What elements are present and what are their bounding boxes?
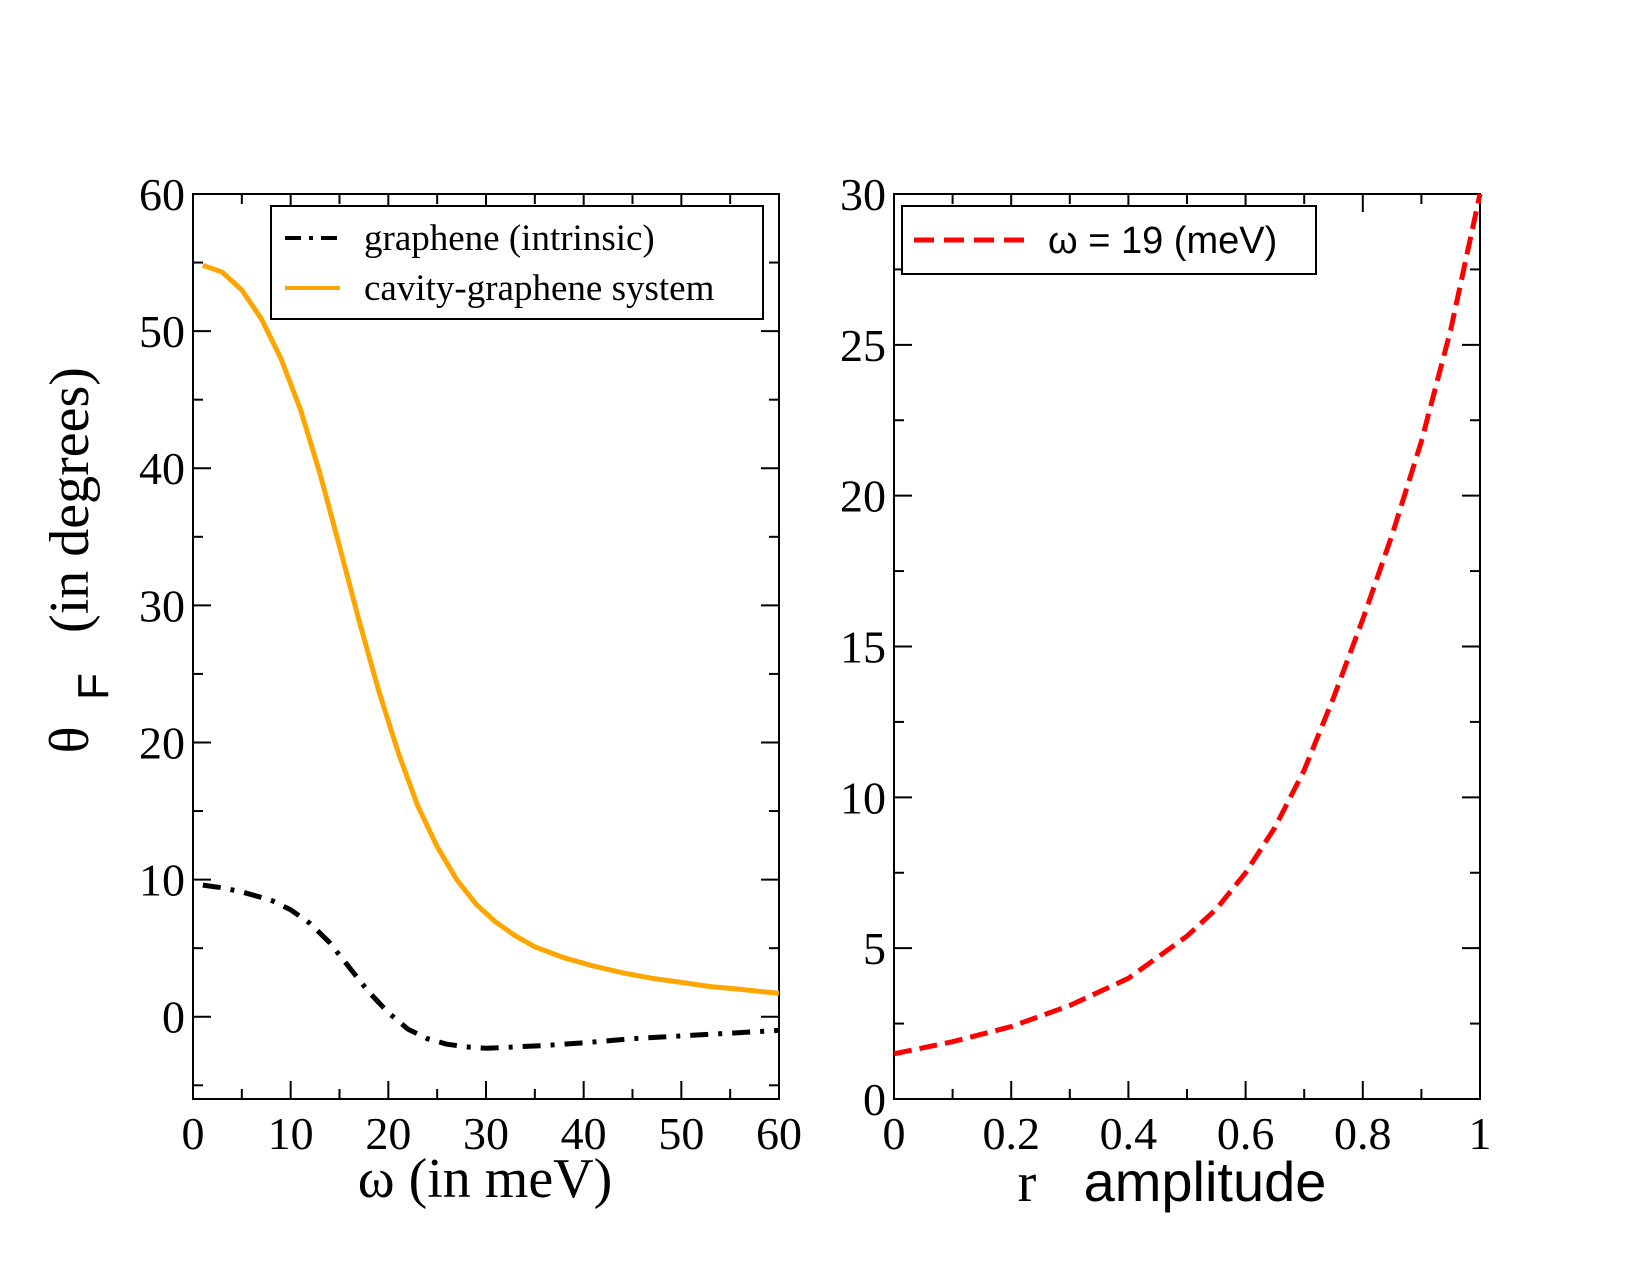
- legend-label-cavity: cavity-graphene system: [364, 268, 715, 309]
- left-panel: 0 10 20 30 40 50 60 0 10 20 30 40 50 60: [139, 169, 802, 1159]
- svg-text:θ: θ: [39, 727, 101, 754]
- right-plot-frame: [893, 193, 1481, 1100]
- right-y-tick-label: 5: [863, 923, 886, 974]
- right-x-axis-title: r amplitude: [1018, 1150, 1327, 1214]
- left-x-tick-label: 60: [756, 1108, 802, 1159]
- left-y-tick-label: 0: [162, 992, 185, 1043]
- right-y-tick-label: 30: [840, 169, 886, 220]
- legend-label-omega19: ω = 19 (meV): [1048, 220, 1277, 262]
- right-x-axis-rest: amplitude: [1084, 1150, 1327, 1213]
- left-y-axis-rest: (in degrees): [39, 367, 101, 633]
- left-y-axis-symbol: θ: [39, 727, 101, 754]
- left-y-tick-label: 30: [139, 580, 185, 631]
- left-series-line-1: [201, 262, 780, 996]
- left-y-axis-subscript: F: [69, 673, 118, 700]
- right-y-tick-label: 20: [840, 471, 886, 522]
- left-y-tick-label: 20: [139, 717, 185, 768]
- left-series-line-0: [202, 882, 780, 1051]
- right-x-tick-label: 0.4: [1100, 1108, 1158, 1159]
- left-y-axis-title: θ F (in degrees): [39, 367, 118, 753]
- left-y-tick-label: 10: [139, 855, 185, 906]
- left-x-tick-label: 30: [463, 1108, 509, 1159]
- right-x-tick-label: 0.2: [982, 1108, 1040, 1159]
- legend-label-graphene: graphene (intrinsic): [364, 218, 655, 259]
- right-y-tick-label: 15: [840, 622, 886, 673]
- left-plot-frame: [192, 193, 780, 1100]
- svg-text:F: F: [69, 673, 118, 700]
- left-y-tick-label: 40: [139, 443, 185, 494]
- right-y-tick-label: 10: [840, 772, 886, 823]
- left-y-tick-label: 60: [139, 169, 185, 220]
- left-x-tick-label: 10: [268, 1108, 314, 1159]
- right-y-tick-label: 0: [863, 1074, 886, 1125]
- right-x-tick-label: 0.6: [1217, 1108, 1275, 1159]
- left-x-tick-label: 40: [561, 1108, 607, 1159]
- right-legend: ω = 19 (meV): [901, 205, 1317, 275]
- left-x-tick-label: 50: [658, 1108, 704, 1159]
- right-x-tick-label: 0: [883, 1108, 906, 1159]
- right-x-tick-label: 0.8: [1334, 1108, 1392, 1159]
- right-x-axis-r: r: [1018, 1152, 1037, 1214]
- left-x-tick-label: 20: [365, 1108, 411, 1159]
- right-series-line-0: [893, 193, 1483, 1057]
- left-legend: graphene (intrinsic) cavity-graphene sys…: [270, 205, 764, 320]
- right-x-tick-label: 1: [1469, 1108, 1492, 1159]
- left-y-tick-label: 50: [139, 306, 185, 357]
- left-x-tick-label: 0: [182, 1108, 205, 1159]
- right-y-tick-label: 25: [840, 320, 886, 371]
- svg-text:(in degrees): (in degrees): [39, 367, 101, 633]
- left-x-axis-title: ω (in meV): [358, 1148, 613, 1210]
